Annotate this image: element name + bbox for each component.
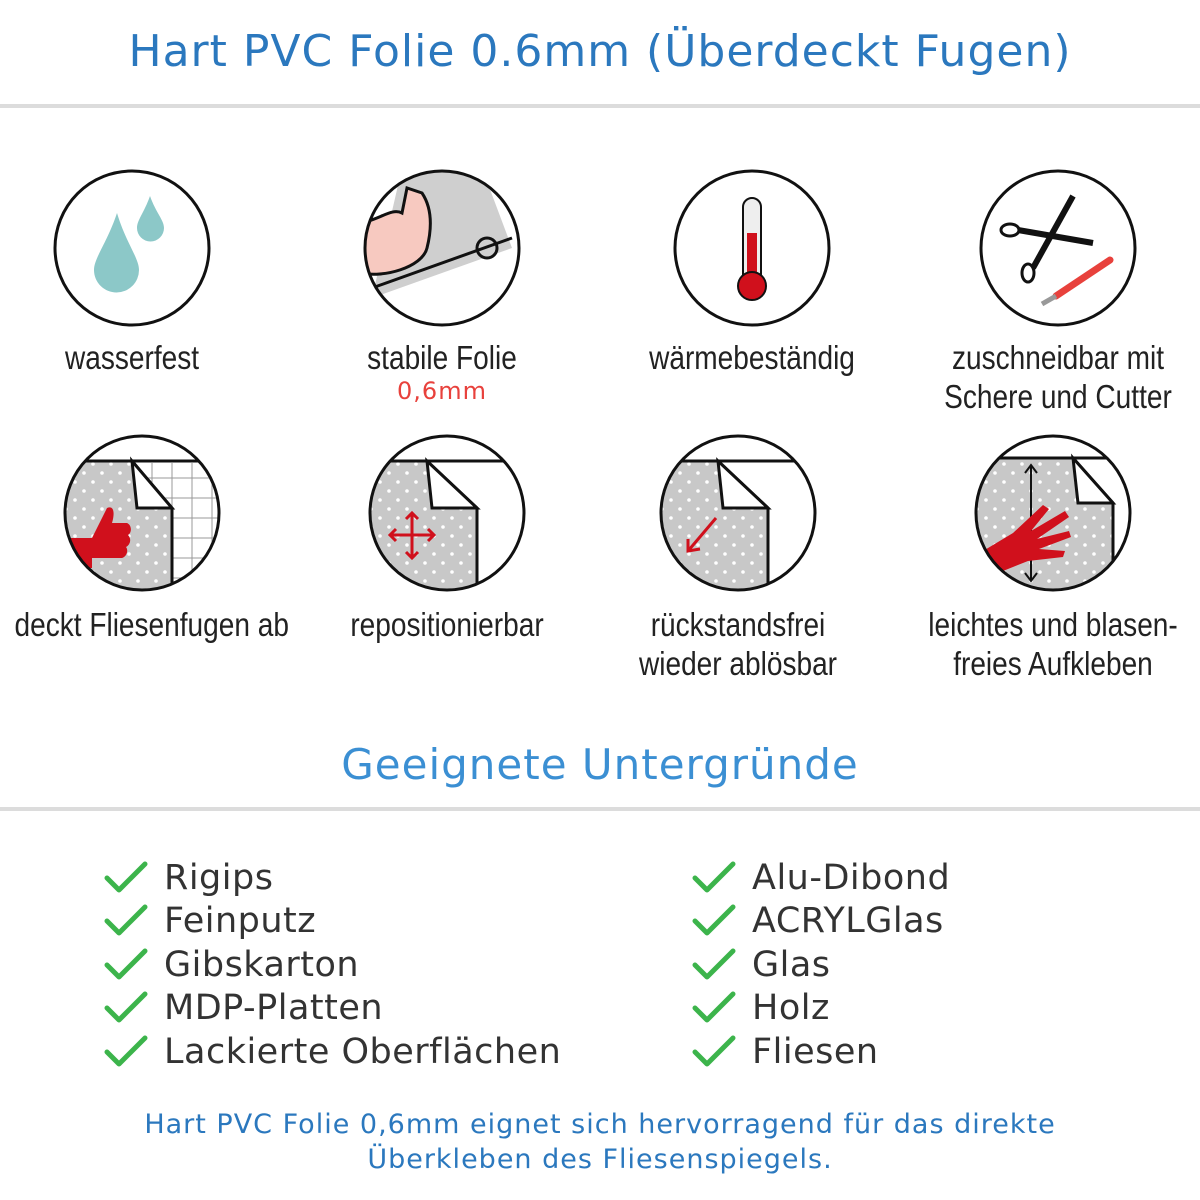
water-drops-icon (53, 169, 211, 327)
check-icon (692, 990, 736, 1026)
list-item: Gibskarton (104, 943, 561, 987)
check-icon (692, 1034, 736, 1070)
list-item: Alu-Dibond (692, 856, 950, 900)
footer-line: Überkleben des Fliesenspiegels. (367, 1144, 833, 1175)
feature-label: leichtes und blasen- (928, 606, 1178, 643)
feature-cuttable: zuschneidbar mit Schere und Cutter (908, 168, 1200, 416)
surfaces-list-left: Rigips Feinputz Gibskarton MDP-Platten L… (104, 856, 561, 1074)
list-item: ACRYLGlas (692, 900, 950, 944)
list-item: Glas (692, 943, 950, 987)
list-item: Fliesen (692, 1030, 950, 1074)
feature-stable-foil: stabile Folie 0,6mm (292, 168, 592, 405)
check-icon (104, 990, 148, 1026)
check-icon (104, 947, 148, 983)
check-icon (692, 903, 736, 939)
feature-label: deckt Fliesenfugen ab (14, 606, 289, 643)
feature-label: stabile Folie (367, 339, 517, 376)
surfaces-heading: Geeignete Untergründe (341, 740, 859, 789)
list-item: Lackierte Oberflächen (104, 1030, 561, 1074)
list-item: Feinputz (104, 900, 561, 944)
check-icon (692, 860, 736, 896)
list-item: Holz (692, 987, 950, 1031)
divider (0, 104, 1200, 108)
feature-covers-joints: deckt Fliesenfugen ab (0, 433, 292, 644)
move-arrows-icon (368, 434, 526, 592)
peel-arrow-icon (659, 434, 817, 592)
feature-label: repositionierbar (350, 606, 544, 643)
feature-label: zuschneidbar mit (951, 339, 1165, 376)
page-title: Hart PVC Folie 0.6mm (Überdeckt Fugen) (128, 26, 1072, 77)
check-icon (104, 903, 148, 939)
strong-arm-foil-icon (363, 169, 521, 327)
thermometer-icon (673, 169, 831, 327)
feature-repositionable: repositionierbar (297, 433, 597, 644)
feature-label: wieder ablösbar (638, 645, 838, 682)
thumbs-up-tiles-icon (63, 434, 221, 592)
feature-bubble-free: leichtes und blasen- freies Aufkleben (903, 433, 1200, 683)
surfaces-list-right: Alu-Dibond ACRYLGlas Glas Holz Fliesen (692, 856, 950, 1074)
check-icon (104, 860, 148, 896)
check-icon (104, 1034, 148, 1070)
feature-waterproof: wasserfest (0, 168, 282, 377)
check-icon (692, 947, 736, 983)
feature-label: wärmebeständig (649, 339, 855, 376)
list-item: Rigips (104, 856, 561, 900)
hand-smoothing-icon (974, 434, 1132, 592)
scissors-cutter-icon (979, 169, 1137, 327)
footer-line: Hart PVC Folie 0,6mm eignet sich hervorr… (144, 1109, 1056, 1140)
feature-heat-resistant: wärmebeständig (602, 168, 902, 377)
list-item: MDP-Platten (104, 987, 561, 1031)
feature-label: wasserfest (64, 339, 200, 376)
divider (0, 807, 1200, 811)
footer-note: Hart PVC Folie 0,6mm eignet sich hervorr… (0, 1107, 1200, 1177)
feature-sublabel: 0,6mm (397, 377, 487, 405)
feature-label: freies Aufkleben (953, 645, 1153, 682)
feature-label: rückstandsfrei (650, 606, 826, 643)
feature-label: Schere und Cutter (944, 378, 1172, 415)
feature-residue-free: rückstandsfrei wieder ablösbar (588, 433, 888, 683)
